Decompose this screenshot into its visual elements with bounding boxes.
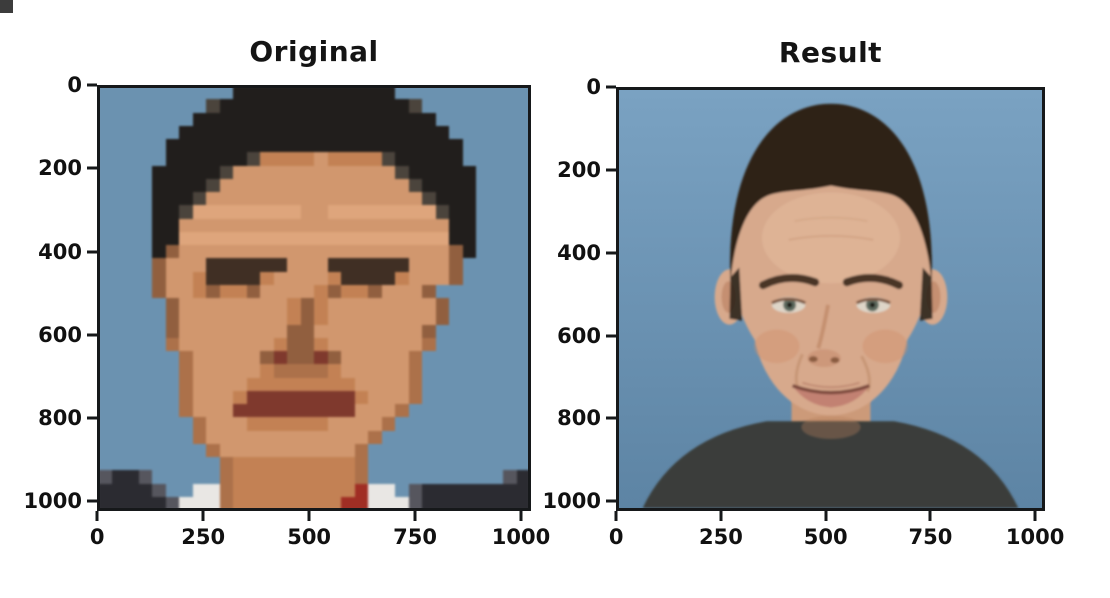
- y-tick-label: 600: [38, 322, 82, 347]
- right-cheek: [862, 329, 908, 364]
- plot-title-original: Original: [249, 35, 379, 68]
- right-sideburn: [919, 267, 933, 321]
- x-tick-mark: [928, 511, 932, 521]
- x-tick-mark: [614, 511, 618, 521]
- y-tick-label: 800: [557, 406, 601, 431]
- chin-shading: [801, 415, 861, 439]
- nose-bridge: [816, 304, 830, 349]
- forehead-crease-2: [794, 216, 868, 223]
- right-nostril: [830, 357, 840, 364]
- x-tick-mark: [201, 511, 205, 521]
- y-tick-label: 0: [67, 73, 82, 98]
- x-tick-label: 750: [908, 525, 953, 549]
- right-smile-line: [860, 355, 871, 393]
- x-tick-mark: [519, 511, 523, 521]
- y-tick-label: 1000: [23, 489, 82, 514]
- upper-lip-line: [802, 381, 860, 389]
- shirt: [642, 421, 1019, 508]
- y-tick-mark: [87, 416, 97, 420]
- y-tick-mark: [606, 251, 616, 255]
- x-tick-label: 1000: [1005, 525, 1065, 549]
- lips: [792, 385, 870, 408]
- result-face-image: [619, 90, 1042, 508]
- y-tick-label: 200: [38, 156, 82, 181]
- corner-artifact: [0, 0, 13, 13]
- x-tick-mark: [95, 511, 99, 521]
- x-tick-label: 0: [89, 525, 105, 549]
- axes-box-original: 0 250 500 750 1000 0 200 400 600 800 1000: [24, 73, 551, 549]
- y-tick-mark: [606, 416, 616, 420]
- x-tick-label: 250: [181, 525, 226, 549]
- right-eyebrow: [842, 274, 903, 290]
- x-tick-label: 0: [608, 525, 624, 549]
- right-pupil: [869, 302, 876, 308]
- forehead-highlight: [761, 192, 901, 284]
- hair: [730, 103, 932, 283]
- y-tick-mark: [87, 166, 97, 170]
- x-tick-label: 500: [287, 525, 332, 549]
- left-eyebrow: [759, 274, 820, 290]
- y-tick-label: 800: [38, 406, 82, 431]
- nose-tip: [807, 349, 841, 368]
- y-tick-label: 200: [557, 158, 601, 183]
- y-tick-label: 1000: [542, 489, 601, 514]
- y-tick-mark: [606, 499, 616, 503]
- left-pupil: [786, 302, 793, 308]
- plot-title-result: Result: [778, 36, 883, 69]
- y-tick-mark: [87, 499, 97, 503]
- left-sideburn: [729, 267, 743, 321]
- y-tick-mark: [606, 85, 616, 89]
- head-group: [714, 103, 948, 439]
- axes-box-result: 0 250 500 750 1000 0 200 400 600 800 1000: [543, 75, 1065, 549]
- pixelated-face-image: [100, 88, 528, 508]
- mouth-line: [791, 384, 871, 395]
- x-tick-mark: [1033, 511, 1037, 521]
- y-tick-mark: [87, 333, 97, 337]
- x-tick-mark: [719, 511, 723, 521]
- right-eyelid: [856, 297, 891, 305]
- image-result: [619, 90, 1042, 508]
- y-tick-label: 400: [38, 239, 82, 264]
- x-tick-label: 250: [699, 525, 743, 549]
- left-eyelid: [771, 297, 806, 305]
- y-tick-label: 600: [557, 323, 601, 348]
- x-tick-label: 1000: [491, 525, 551, 549]
- x-tick-mark: [307, 511, 311, 521]
- y-tick-mark: [87, 83, 97, 87]
- y-tick-mark: [87, 250, 97, 254]
- y-tick-label: 400: [557, 240, 601, 265]
- x-tick-label: 500: [803, 525, 848, 549]
- forehead-crease: [788, 234, 874, 241]
- left-nostril: [808, 356, 818, 363]
- x-tick-mark: [824, 511, 828, 521]
- y-tick-mark: [606, 334, 616, 338]
- left-cheek: [754, 329, 800, 364]
- y-tick-label: 0: [586, 75, 601, 100]
- image-original: [100, 88, 528, 508]
- x-tick-label: 750: [393, 525, 437, 549]
- y-tick-mark: [606, 168, 616, 172]
- x-tick-mark: [413, 511, 417, 521]
